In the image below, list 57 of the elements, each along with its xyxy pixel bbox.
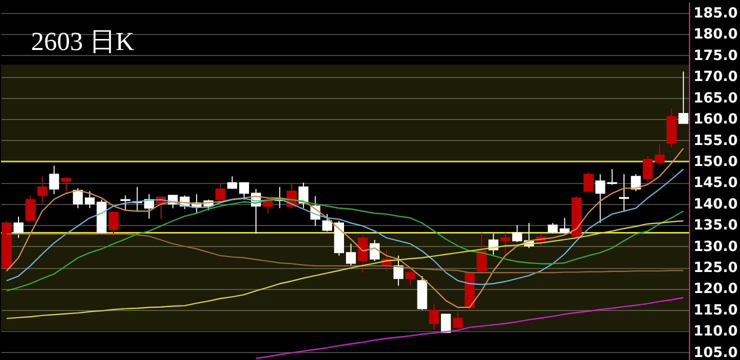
candlestick xyxy=(215,182,226,202)
candlestick xyxy=(476,232,486,274)
y-tick-label: 135.0 xyxy=(694,218,738,234)
candlestick xyxy=(61,176,71,192)
y-tick-label: 145.0 xyxy=(694,175,738,192)
y-tick-label: 130.0 xyxy=(694,238,738,255)
y-tick-label: 125.0 xyxy=(694,260,738,276)
candlestick xyxy=(654,144,665,166)
candlestick xyxy=(393,255,404,286)
candlestick xyxy=(440,314,451,333)
candlestick xyxy=(120,194,130,211)
candlestick xyxy=(619,174,629,212)
candlestick xyxy=(262,196,273,214)
candlestick xyxy=(405,268,416,286)
candlestick xyxy=(298,182,308,209)
candlestick xyxy=(560,217,570,234)
y-tick-label: 110.0 xyxy=(694,324,738,340)
y-tick-label: 170.0 xyxy=(694,69,738,86)
candlestick xyxy=(14,216,24,238)
candlestick xyxy=(630,174,641,192)
text: 2603 日K xyxy=(31,27,134,56)
y-tick-label: 150.0 xyxy=(694,154,738,170)
candlestick xyxy=(358,235,368,274)
line-series xyxy=(6,148,684,308)
candlestick xyxy=(346,243,356,266)
candlestick xyxy=(548,222,558,234)
candlestick xyxy=(583,172,594,193)
y-tick-label: 180.0 xyxy=(694,26,738,43)
candlestick xyxy=(37,176,48,204)
candlestick xyxy=(452,312,463,330)
y-tick-label: 155.0 xyxy=(694,132,738,149)
y-tick-label: 140.0 xyxy=(694,196,738,212)
y-tick-label: 105.0 xyxy=(694,344,738,360)
candlestick xyxy=(429,303,439,330)
candlestick xyxy=(370,239,380,262)
candlestick xyxy=(322,214,332,232)
line-series xyxy=(6,168,684,286)
line-series xyxy=(255,297,684,359)
candlestick xyxy=(500,232,510,254)
candlestick xyxy=(25,194,36,222)
y-tick-label: 175.0 xyxy=(694,48,738,64)
y-tick-label: 115.0 xyxy=(694,302,738,318)
y-tick-label: 165.0 xyxy=(694,90,738,106)
candlestick xyxy=(642,156,653,185)
candlestick xyxy=(72,188,83,209)
candlestick xyxy=(49,165,60,195)
y-tick-label: 160.0 xyxy=(694,112,738,128)
candlestick xyxy=(595,174,606,224)
y-tick-label: 185.0 xyxy=(694,6,738,22)
candlestick xyxy=(678,71,688,124)
y-tick-label: 120.0 xyxy=(694,281,738,298)
candlestick xyxy=(239,182,250,200)
candlestick xyxy=(84,190,95,209)
candlestick xyxy=(227,176,238,190)
candlestick xyxy=(512,224,522,243)
candlestick xyxy=(607,168,618,186)
candlestick xyxy=(108,210,118,236)
